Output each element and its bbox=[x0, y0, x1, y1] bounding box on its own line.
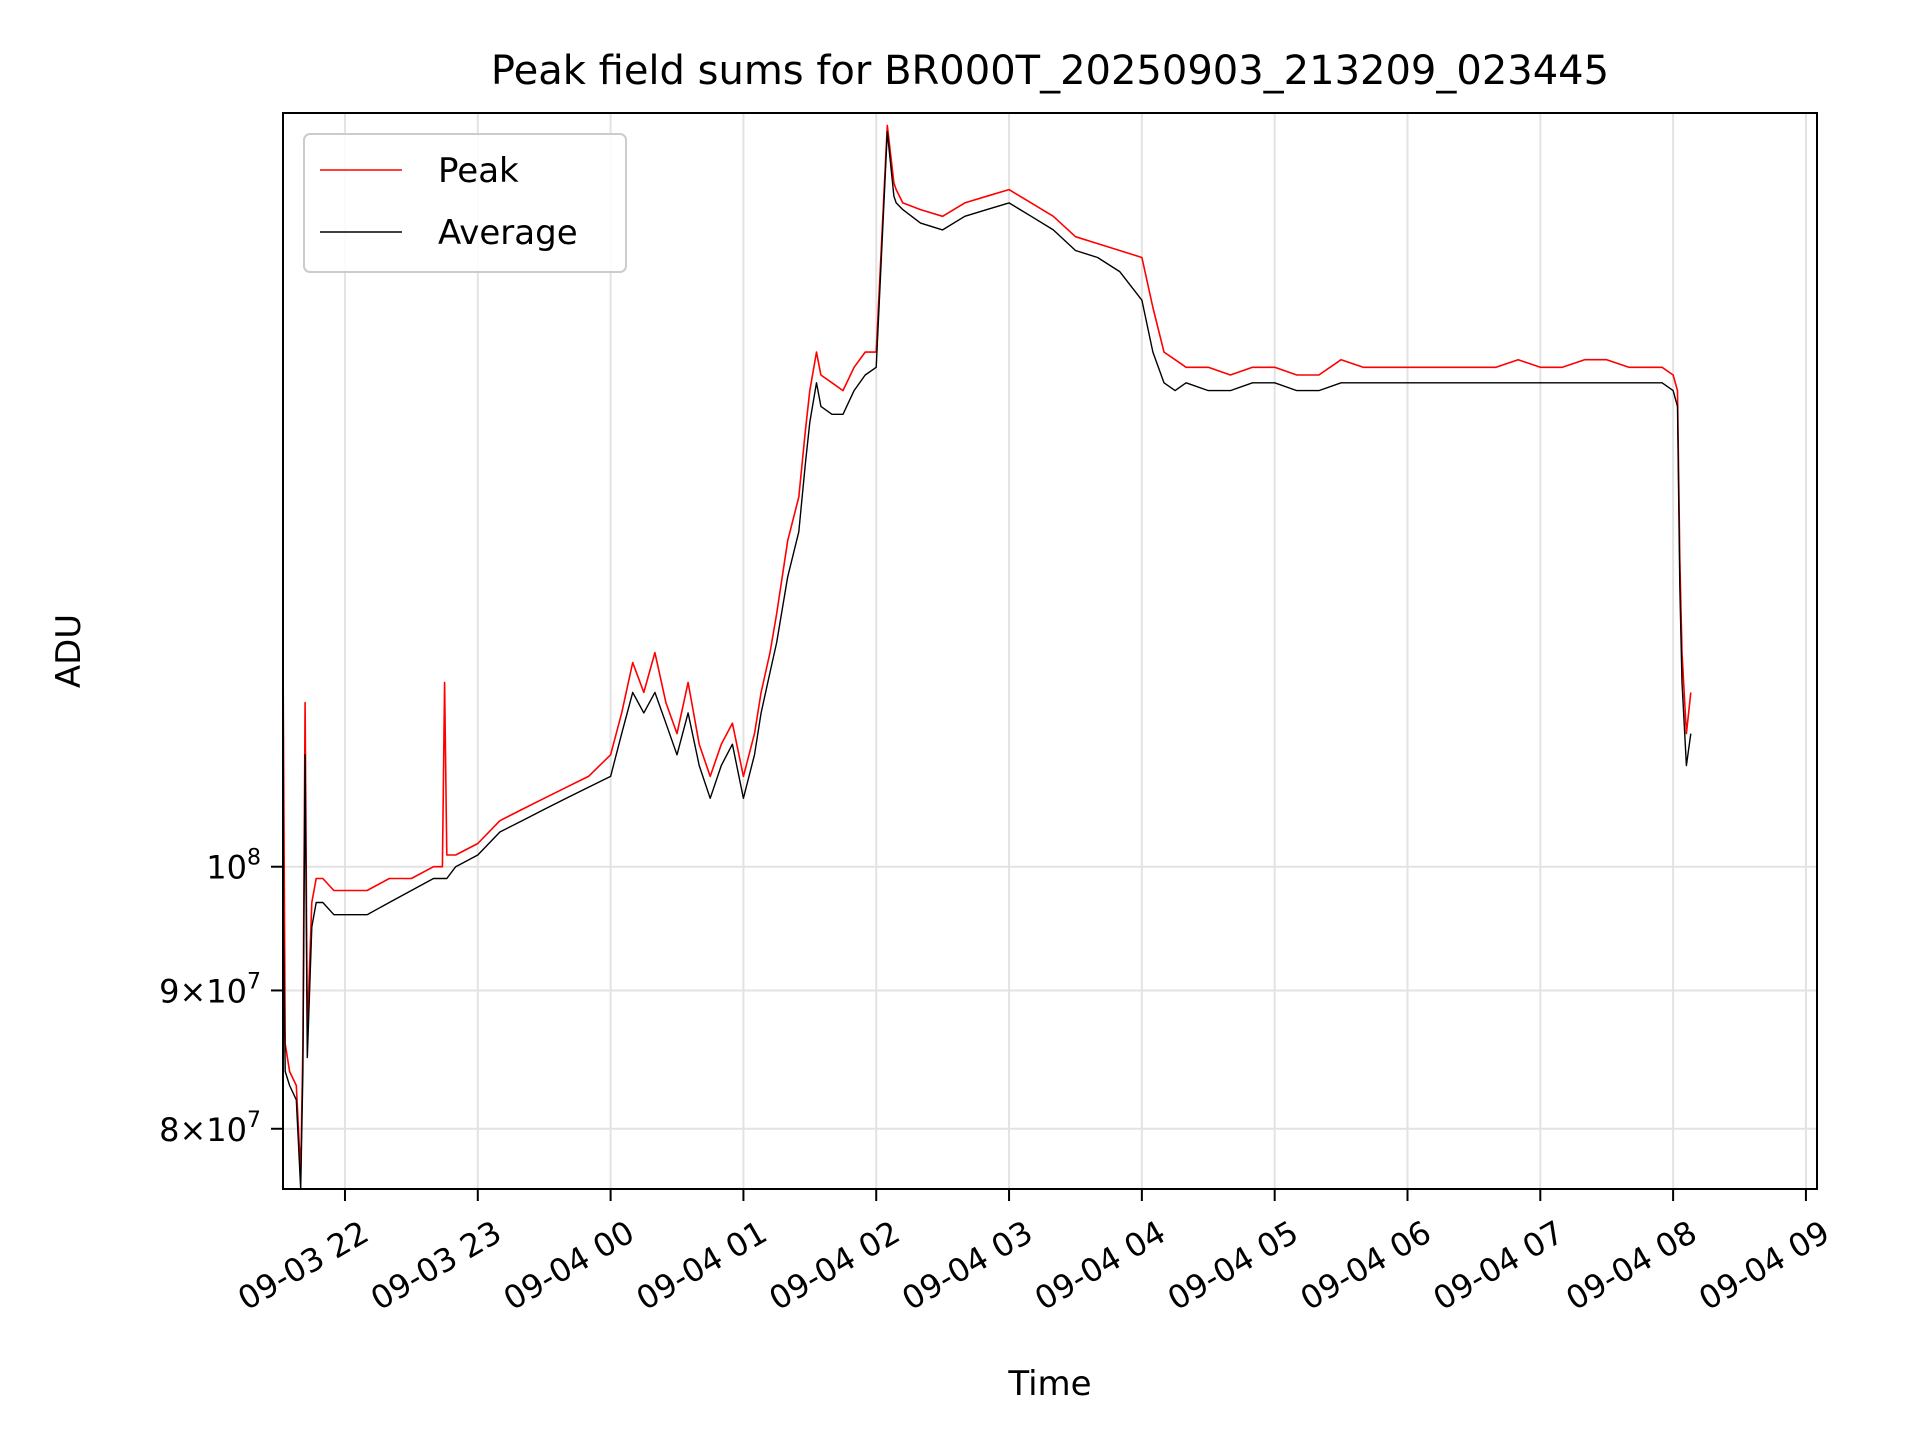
legend-label-average: Average bbox=[438, 213, 578, 253]
y-tick-exponent: 7 bbox=[247, 969, 261, 994]
y-tick-label: 9×107 bbox=[159, 969, 261, 1010]
chart-title: Peak field sums for BR000T_20250903_2132… bbox=[491, 48, 1609, 94]
y-tick-label: 8×107 bbox=[159, 1108, 261, 1149]
series-line-peak bbox=[282, 124, 1692, 1175]
legend-label-peak: Peak bbox=[438, 151, 519, 191]
y-tick-times: ×10 bbox=[179, 972, 247, 1010]
y-tick-exponent: 8 bbox=[247, 846, 261, 871]
series-line-average bbox=[282, 130, 1692, 1190]
y-axis-label: ADU bbox=[49, 614, 89, 688]
legend: Peak Average bbox=[303, 133, 627, 273]
series-lines bbox=[282, 124, 1692, 1190]
y-tick-mantissa: 9 bbox=[159, 972, 179, 1010]
grid bbox=[283, 113, 1817, 1189]
axes-frame bbox=[282, 112, 1818, 1190]
y-tick-mantissa: 8 bbox=[159, 1111, 179, 1149]
y-tick-base: 10 bbox=[206, 849, 247, 887]
y-tick-label: 108 bbox=[206, 846, 261, 887]
x-axis-label: Time bbox=[1007, 1364, 1091, 1404]
y-tick-times: ×10 bbox=[179, 1111, 247, 1149]
legend-box bbox=[303, 133, 627, 273]
y-tick-exponent: 7 bbox=[247, 1108, 261, 1133]
